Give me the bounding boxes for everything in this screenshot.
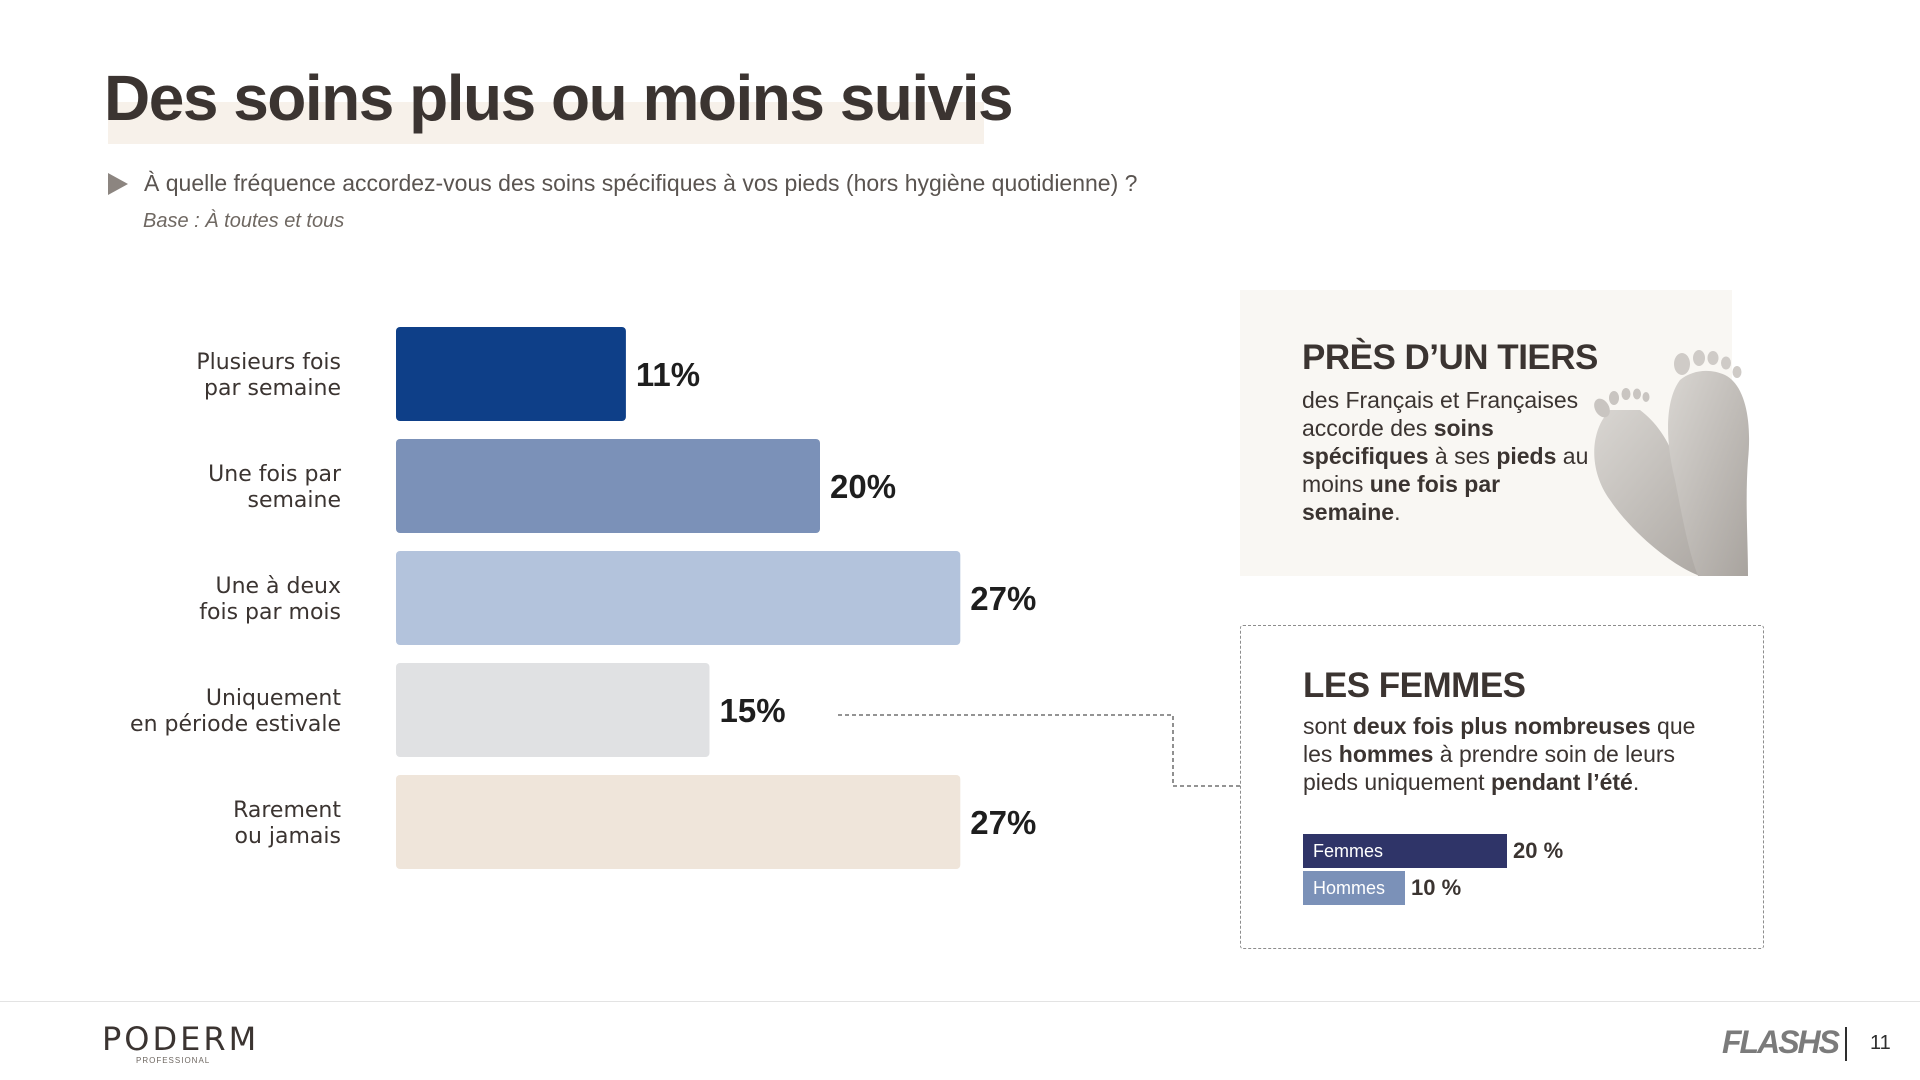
frequency-bar-chart: 11% Plusieurs fois par semaine 20% Une fois … bbox=[130, 327, 1240, 869]
bar-5 bbox=[396, 775, 961, 869]
mini-bar-label: Femmes bbox=[1313, 840, 1384, 861]
callout-femmes: LES FEMMES sont deux fois plus nombreuse… bbox=[1240, 625, 1764, 949]
footer-divider bbox=[0, 1001, 1920, 1002]
callout-femmes-heading: LES FEMMES bbox=[1303, 666, 1526, 705]
mini-bar-row-hommes: Hommes 10 % bbox=[1303, 871, 1461, 905]
bar-value-label: 27% bbox=[970, 804, 1036, 841]
callout-femmes-text: sont deux fois plus nombreuses que les h… bbox=[1303, 713, 1696, 795]
bar-value-label: 15% bbox=[720, 692, 786, 729]
callout-tiers-heading: PRÈS D’UN TIERS bbox=[1302, 338, 1598, 377]
play-triangle-icon bbox=[108, 172, 128, 195]
title-block: Des soins plus ou moins suivis bbox=[104, 62, 1014, 144]
title-highlight bbox=[108, 102, 984, 144]
bars-group: 11% Plusieurs fois par semaine 20% Une fois … bbox=[130, 327, 1036, 869]
callout-tiers-text: des Français et Françaises accorde des s… bbox=[1302, 387, 1589, 525]
category-label: Plusieurs fois par semaine bbox=[196, 350, 341, 401]
bar-4 bbox=[396, 663, 710, 757]
question-text: À quelle fréquence accordez-vous des soi… bbox=[144, 170, 1138, 196]
callout-tiers: PRÈS D’UN TIERS des Français et Français… bbox=[1240, 290, 1750, 576]
bar-value-label: 27% bbox=[970, 580, 1036, 617]
category-label: Uniquement en période estivale bbox=[130, 686, 341, 737]
mini-bar-label: Hommes bbox=[1313, 877, 1386, 898]
category-label: Une fois par semaine bbox=[208, 462, 342, 513]
mini-bar-value: 20 % bbox=[1513, 838, 1564, 863]
bar-value-label: 11% bbox=[636, 356, 700, 393]
category-label: Rarement ou jamais bbox=[233, 798, 341, 849]
footer-vertical-divider bbox=[1845, 1027, 1847, 1061]
bar-3 bbox=[396, 551, 961, 645]
mini-bar-hommes: Hommes bbox=[1303, 871, 1405, 905]
flashs-logo: FLASHS bbox=[1722, 1024, 1840, 1060]
mini-bar-row-femmes: Femmes 20 % bbox=[1303, 834, 1563, 868]
bar-1 bbox=[396, 327, 626, 421]
page-title: Des soins plus ou moins suivis bbox=[104, 62, 1014, 134]
mini-bar-femmes: Femmes bbox=[1303, 834, 1507, 868]
question-row: À quelle fréquence accordez-vous des soi… bbox=[108, 170, 1137, 197]
bar-2 bbox=[396, 439, 820, 533]
base-note: Base : À toutes et tous bbox=[143, 210, 345, 232]
feet-icon bbox=[1594, 350, 1750, 576]
category-label: Une à deux fois par mois bbox=[199, 574, 341, 625]
mini-bar-value: 10 % bbox=[1411, 875, 1462, 900]
poderm-logo: PODERM PROFESSIONAL bbox=[102, 1020, 260, 1065]
page-number: 11 bbox=[1870, 1032, 1891, 1054]
bar-value-label: 20% bbox=[830, 468, 896, 505]
